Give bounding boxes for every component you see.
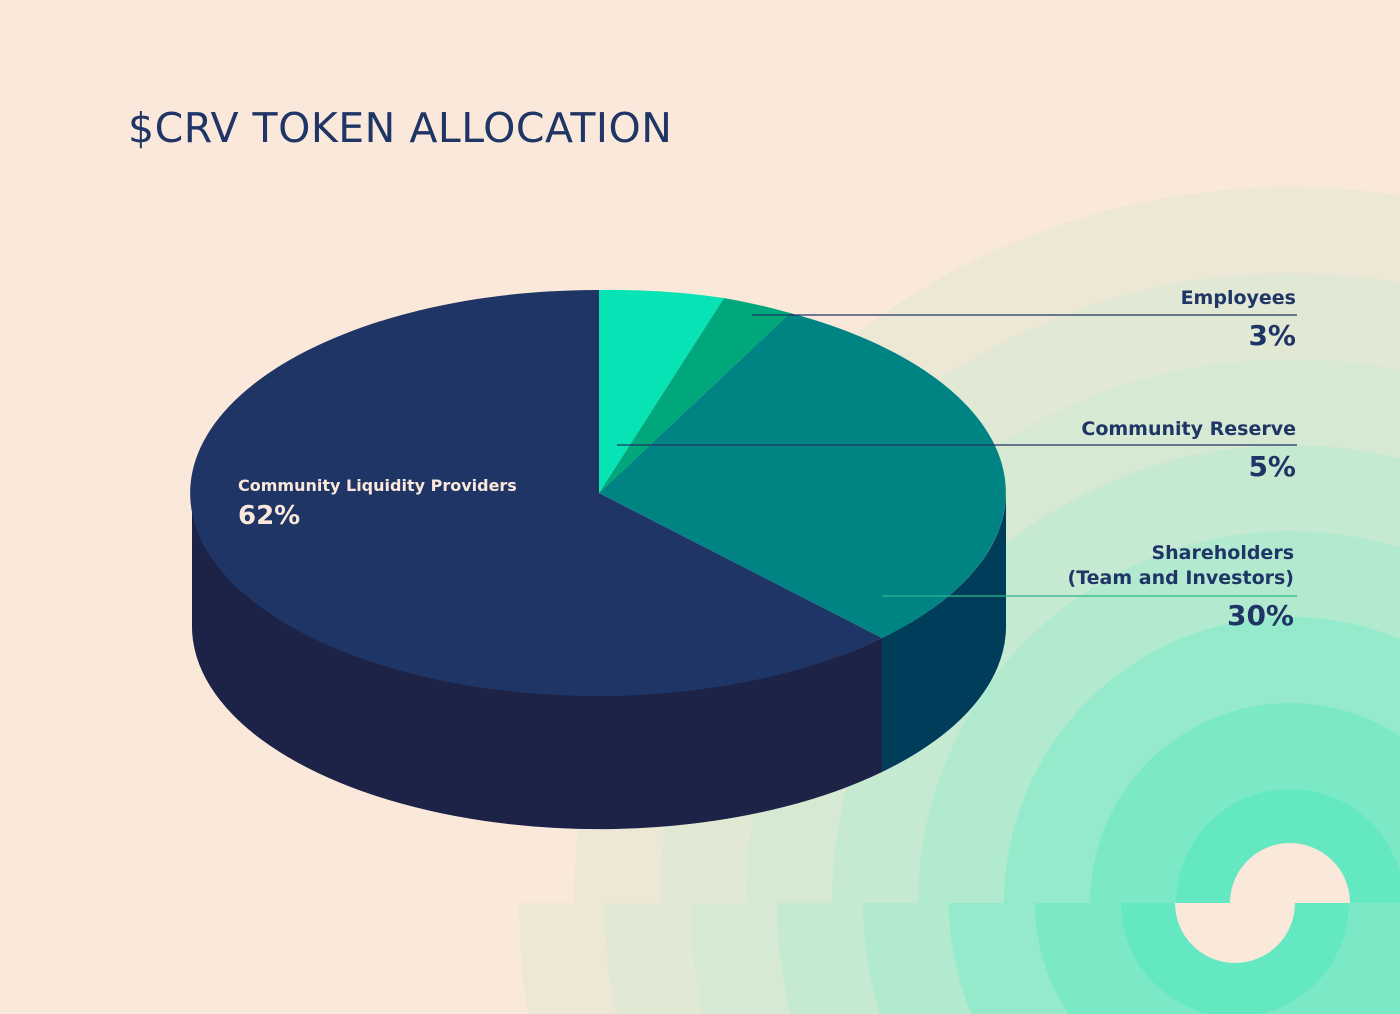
label-employees: Employees 3% (1181, 286, 1296, 353)
slice-liquidity (190, 289, 883, 696)
label-liquidity-name: Community Liquidity Providers (238, 476, 517, 495)
chart-title: $CRV TOKEN ALLOCATION (128, 104, 673, 152)
pie-chart-3d (190, 289, 1006, 830)
slice-reserve (599, 289, 724, 493)
slice-shareholders (599, 313, 1006, 638)
slice-side-liquidity (192, 493, 882, 830)
label-shareholders: Shareholders (Team and Investors) 30% (1068, 541, 1294, 633)
label-liquidity-pct: 62% (238, 501, 301, 531)
slice-side-shareholders (882, 493, 1006, 772)
label-reserve-name: Community Reserve (1081, 418, 1296, 440)
label-liquidity: Community Liquidity Providers 62% (238, 476, 517, 531)
label-shareholders-name-2: (Team and Investors) (1067, 567, 1294, 589)
label-employees-name: Employees (1180, 287, 1296, 309)
label-shareholders-pct: 30% (1226, 599, 1294, 632)
label-shareholders-name-1: Shareholders (1151, 542, 1294, 564)
lower-concentric-rings (519, 903, 1400, 1014)
label-employees-pct: 3% (1248, 319, 1296, 352)
leader-lines (617, 314, 1297, 597)
slice-employees (599, 298, 790, 493)
label-reserve-pct: 5% (1248, 450, 1296, 483)
label-reserve: Community Reserve 5% (1081, 417, 1296, 484)
